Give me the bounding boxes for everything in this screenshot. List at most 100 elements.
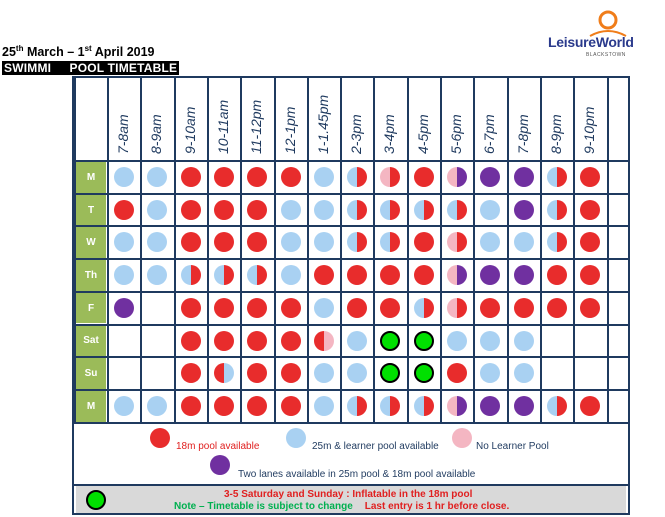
grid-hline (74, 225, 628, 228)
session-dot (546, 167, 567, 187)
grid-hline (74, 192, 628, 195)
session-dot (313, 265, 334, 286)
session-dot (313, 167, 334, 187)
session-dot (380, 363, 401, 384)
grid-hline (74, 356, 628, 359)
session-dot (413, 330, 434, 351)
session-dot (447, 297, 467, 318)
session-dot (114, 395, 134, 416)
session-dot (313, 395, 334, 416)
grid-vline (74, 78, 76, 423)
session-dot (447, 395, 467, 416)
session-dot (180, 265, 201, 286)
session-dot (213, 330, 234, 351)
grid-vline (406, 78, 409, 423)
session-dot (580, 395, 601, 416)
session-dot (546, 232, 567, 253)
session-dot (180, 167, 201, 187)
session-dot (180, 232, 201, 253)
note-bar (76, 486, 626, 513)
session-dot (313, 199, 334, 220)
grid-hline (74, 160, 628, 162)
session-dot (546, 265, 567, 286)
session-dot (247, 297, 268, 318)
session-dot (347, 395, 368, 416)
grid-vline (373, 78, 376, 423)
legend-purple-label: Two lanes available in 25m pool & 18m po… (238, 469, 476, 480)
grid-vline (173, 78, 176, 423)
leisureworld-logo: LeisureWorld BLACKSTOWN (548, 8, 653, 63)
session-dot (380, 297, 401, 318)
legend-red-label: 18m pool available (176, 441, 260, 452)
session-dot (580, 297, 601, 318)
session-dot (347, 265, 368, 286)
grid-vline (473, 78, 476, 423)
session-dot (413, 297, 434, 318)
grid-vline (573, 78, 576, 423)
session-dot (380, 167, 401, 187)
day-label: Th (76, 260, 106, 291)
session-dot (280, 265, 301, 286)
session-dot (247, 167, 268, 187)
session-dot (480, 363, 501, 384)
session-dot (480, 395, 501, 416)
grid-hline (74, 258, 628, 261)
session-dot (180, 395, 201, 416)
session-dot (313, 330, 334, 351)
session-dot (513, 199, 534, 220)
session-dot (180, 330, 201, 351)
session-dot (580, 265, 601, 286)
session-dot (513, 265, 534, 286)
session-dot (513, 232, 534, 253)
session-dot (380, 265, 401, 286)
session-dot (480, 199, 501, 220)
session-dot (447, 363, 467, 384)
grid-vline (606, 78, 609, 422)
session-dot (447, 167, 467, 187)
grid-vline (273, 78, 276, 423)
session-dot (546, 297, 567, 318)
session-dot (580, 167, 601, 187)
inflatable-note: 3-5 Saturday and Sunday : Inflatable in … (224, 489, 473, 500)
grid-hline (74, 421, 628, 424)
session-dot (180, 297, 201, 318)
session-dot (480, 265, 501, 286)
session-dot (280, 199, 301, 220)
session-dot (247, 330, 268, 351)
session-dot (180, 363, 201, 384)
session-dot (180, 199, 201, 220)
session-dot (213, 232, 234, 253)
legend-red-dot (150, 428, 170, 448)
session-dot (213, 363, 234, 384)
session-dot (413, 395, 434, 416)
page-subtitle: SWIMMI POOL TIMETABLE (2, 61, 180, 75)
day-label: T (76, 194, 106, 226)
session-dot (380, 232, 401, 253)
grid-vline (206, 78, 209, 423)
day-label: W (76, 227, 106, 259)
logo-wordmark: LeisureWorld (548, 34, 634, 50)
session-dot (213, 199, 234, 220)
session-dot (347, 232, 368, 253)
day-label: M (76, 390, 106, 422)
session-dot (447, 232, 467, 253)
grid-vline (340, 78, 343, 423)
session-dot (480, 232, 501, 253)
session-dot (413, 199, 434, 220)
session-dot (114, 297, 134, 318)
session-dot (546, 395, 567, 416)
session-dot (347, 330, 368, 351)
day-label: Su (76, 358, 106, 389)
session-dot (480, 330, 501, 351)
session-dot (447, 199, 467, 220)
session-dot (513, 395, 534, 416)
grid-vline (506, 78, 509, 423)
session-dot (114, 199, 134, 220)
session-dot (480, 167, 501, 187)
session-dot (580, 232, 601, 253)
grid-vline (306, 78, 309, 423)
session-dot (147, 199, 168, 220)
session-dot (114, 167, 134, 187)
grid-vline (440, 78, 442, 423)
day-label: M (76, 162, 106, 193)
